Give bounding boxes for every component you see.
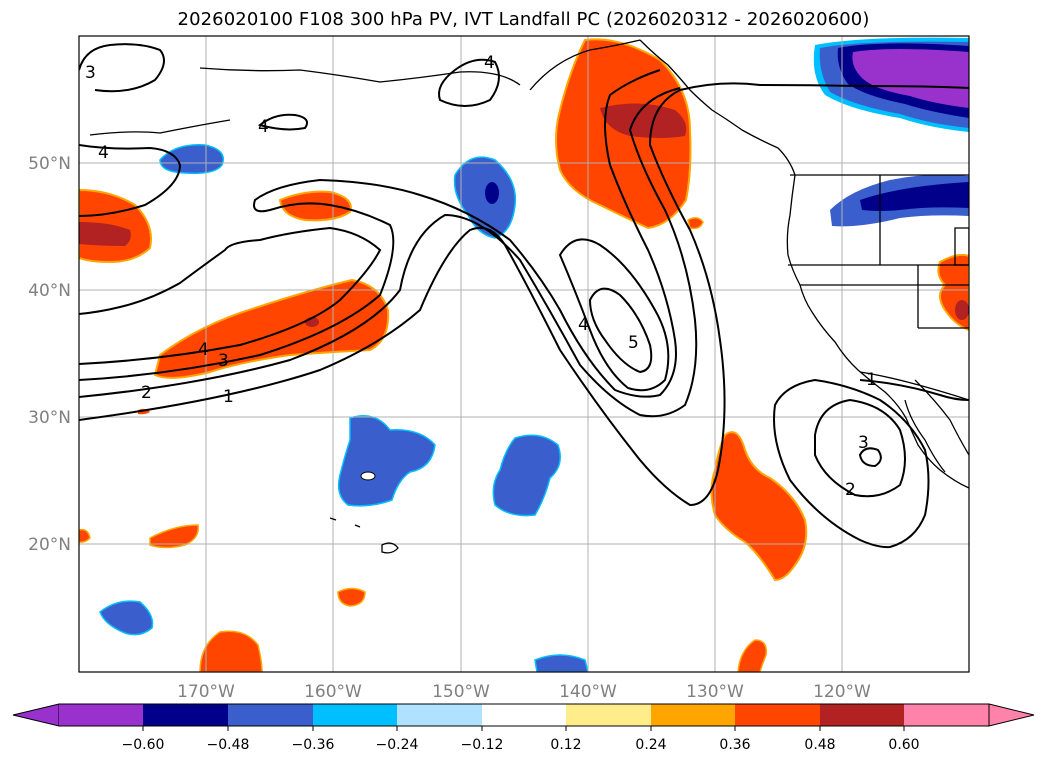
lon-label: 130°W [686, 682, 744, 702]
colorbar-label: −0.48 [207, 737, 250, 753]
map-frame [78, 35, 970, 673]
colorbar-segment [143, 704, 228, 726]
contour-label: 1 [223, 387, 234, 407]
colorbar-label: 0.24 [635, 737, 666, 753]
contour-label: 4 [258, 117, 269, 137]
lat-label: 30°N [28, 408, 71, 428]
colorbar-segment [566, 704, 651, 726]
colorbar-segment [482, 704, 566, 726]
colorbar-ticks [142, 726, 905, 731]
map-title: 2026020100 F108 300 hPa PV, IVT Landfall… [177, 9, 870, 30]
colorbar-over-segment [904, 704, 989, 726]
contour-label: 3 [85, 63, 96, 83]
colorbar: −0.60 −0.48 −0.36 −0.24 −0.12 0.12 0.24 … [12, 703, 1035, 753]
colorbar-segment [820, 704, 904, 726]
contour-label: 4 [98, 143, 109, 163]
map-panel: 1 2 3 4 5 4 3 2 4 3 4 4 1 [79, 36, 969, 672]
colorbar-label: −0.36 [292, 737, 335, 753]
lon-label: 170°W [177, 682, 235, 702]
contour-label: 4 [484, 53, 495, 73]
longitude-labels: 170°W 160°W 150°W 140°W 130°W 120°W [177, 682, 871, 702]
colorbar-segment [228, 704, 313, 726]
colorbar-over-arrow [988, 703, 1035, 727]
contour-label: 3 [858, 433, 869, 453]
lon-label: 160°W [304, 682, 362, 702]
pv-contours [79, 43, 969, 549]
colorbar-under-segment [59, 704, 143, 726]
lon-label: 140°W [559, 682, 617, 702]
colorbar-segment [735, 704, 820, 726]
contour-label: 2 [845, 480, 856, 500]
negative-anomaly-shading [99, 37, 969, 672]
contour-label: 5 [628, 333, 639, 353]
contour-label: 2 [141, 383, 152, 403]
colorbar-label: 0.48 [804, 737, 835, 753]
colorbar-label: −0.24 [376, 737, 419, 753]
colorbar-label: −0.60 [122, 737, 165, 753]
colorbar-segment [313, 704, 397, 726]
contour-label: 4 [198, 340, 209, 360]
colorbar-label: 0.60 [888, 737, 919, 753]
colorbar-label: 0.12 [550, 737, 581, 753]
contour-label: 4 [578, 315, 589, 335]
colorbar-segment [397, 704, 482, 726]
gridlines [79, 36, 969, 672]
lat-label: 40°N [28, 281, 71, 301]
lon-label: 120°W [813, 682, 871, 702]
colorbar-segment [651, 704, 735, 726]
colorbar-labels: −0.60 −0.48 −0.36 −0.24 −0.12 0.12 0.24 … [122, 737, 920, 753]
contour-label: 1 [866, 370, 877, 390]
colorbar-under-arrow [12, 703, 60, 727]
colorbar-label: −0.12 [461, 737, 504, 753]
colorbar-label: 0.36 [719, 737, 750, 753]
positive-anomaly-shading [79, 38, 969, 672]
lon-label: 150°W [432, 682, 490, 702]
latitude-labels: 50°N 40°N 30°N 20°N [28, 154, 71, 555]
contour-labels: 1 2 3 4 5 4 3 2 4 3 4 4 1 [85, 53, 877, 500]
lat-label: 50°N [28, 154, 71, 174]
contour-label: 3 [218, 351, 229, 371]
lat-label: 20°N [28, 535, 71, 555]
